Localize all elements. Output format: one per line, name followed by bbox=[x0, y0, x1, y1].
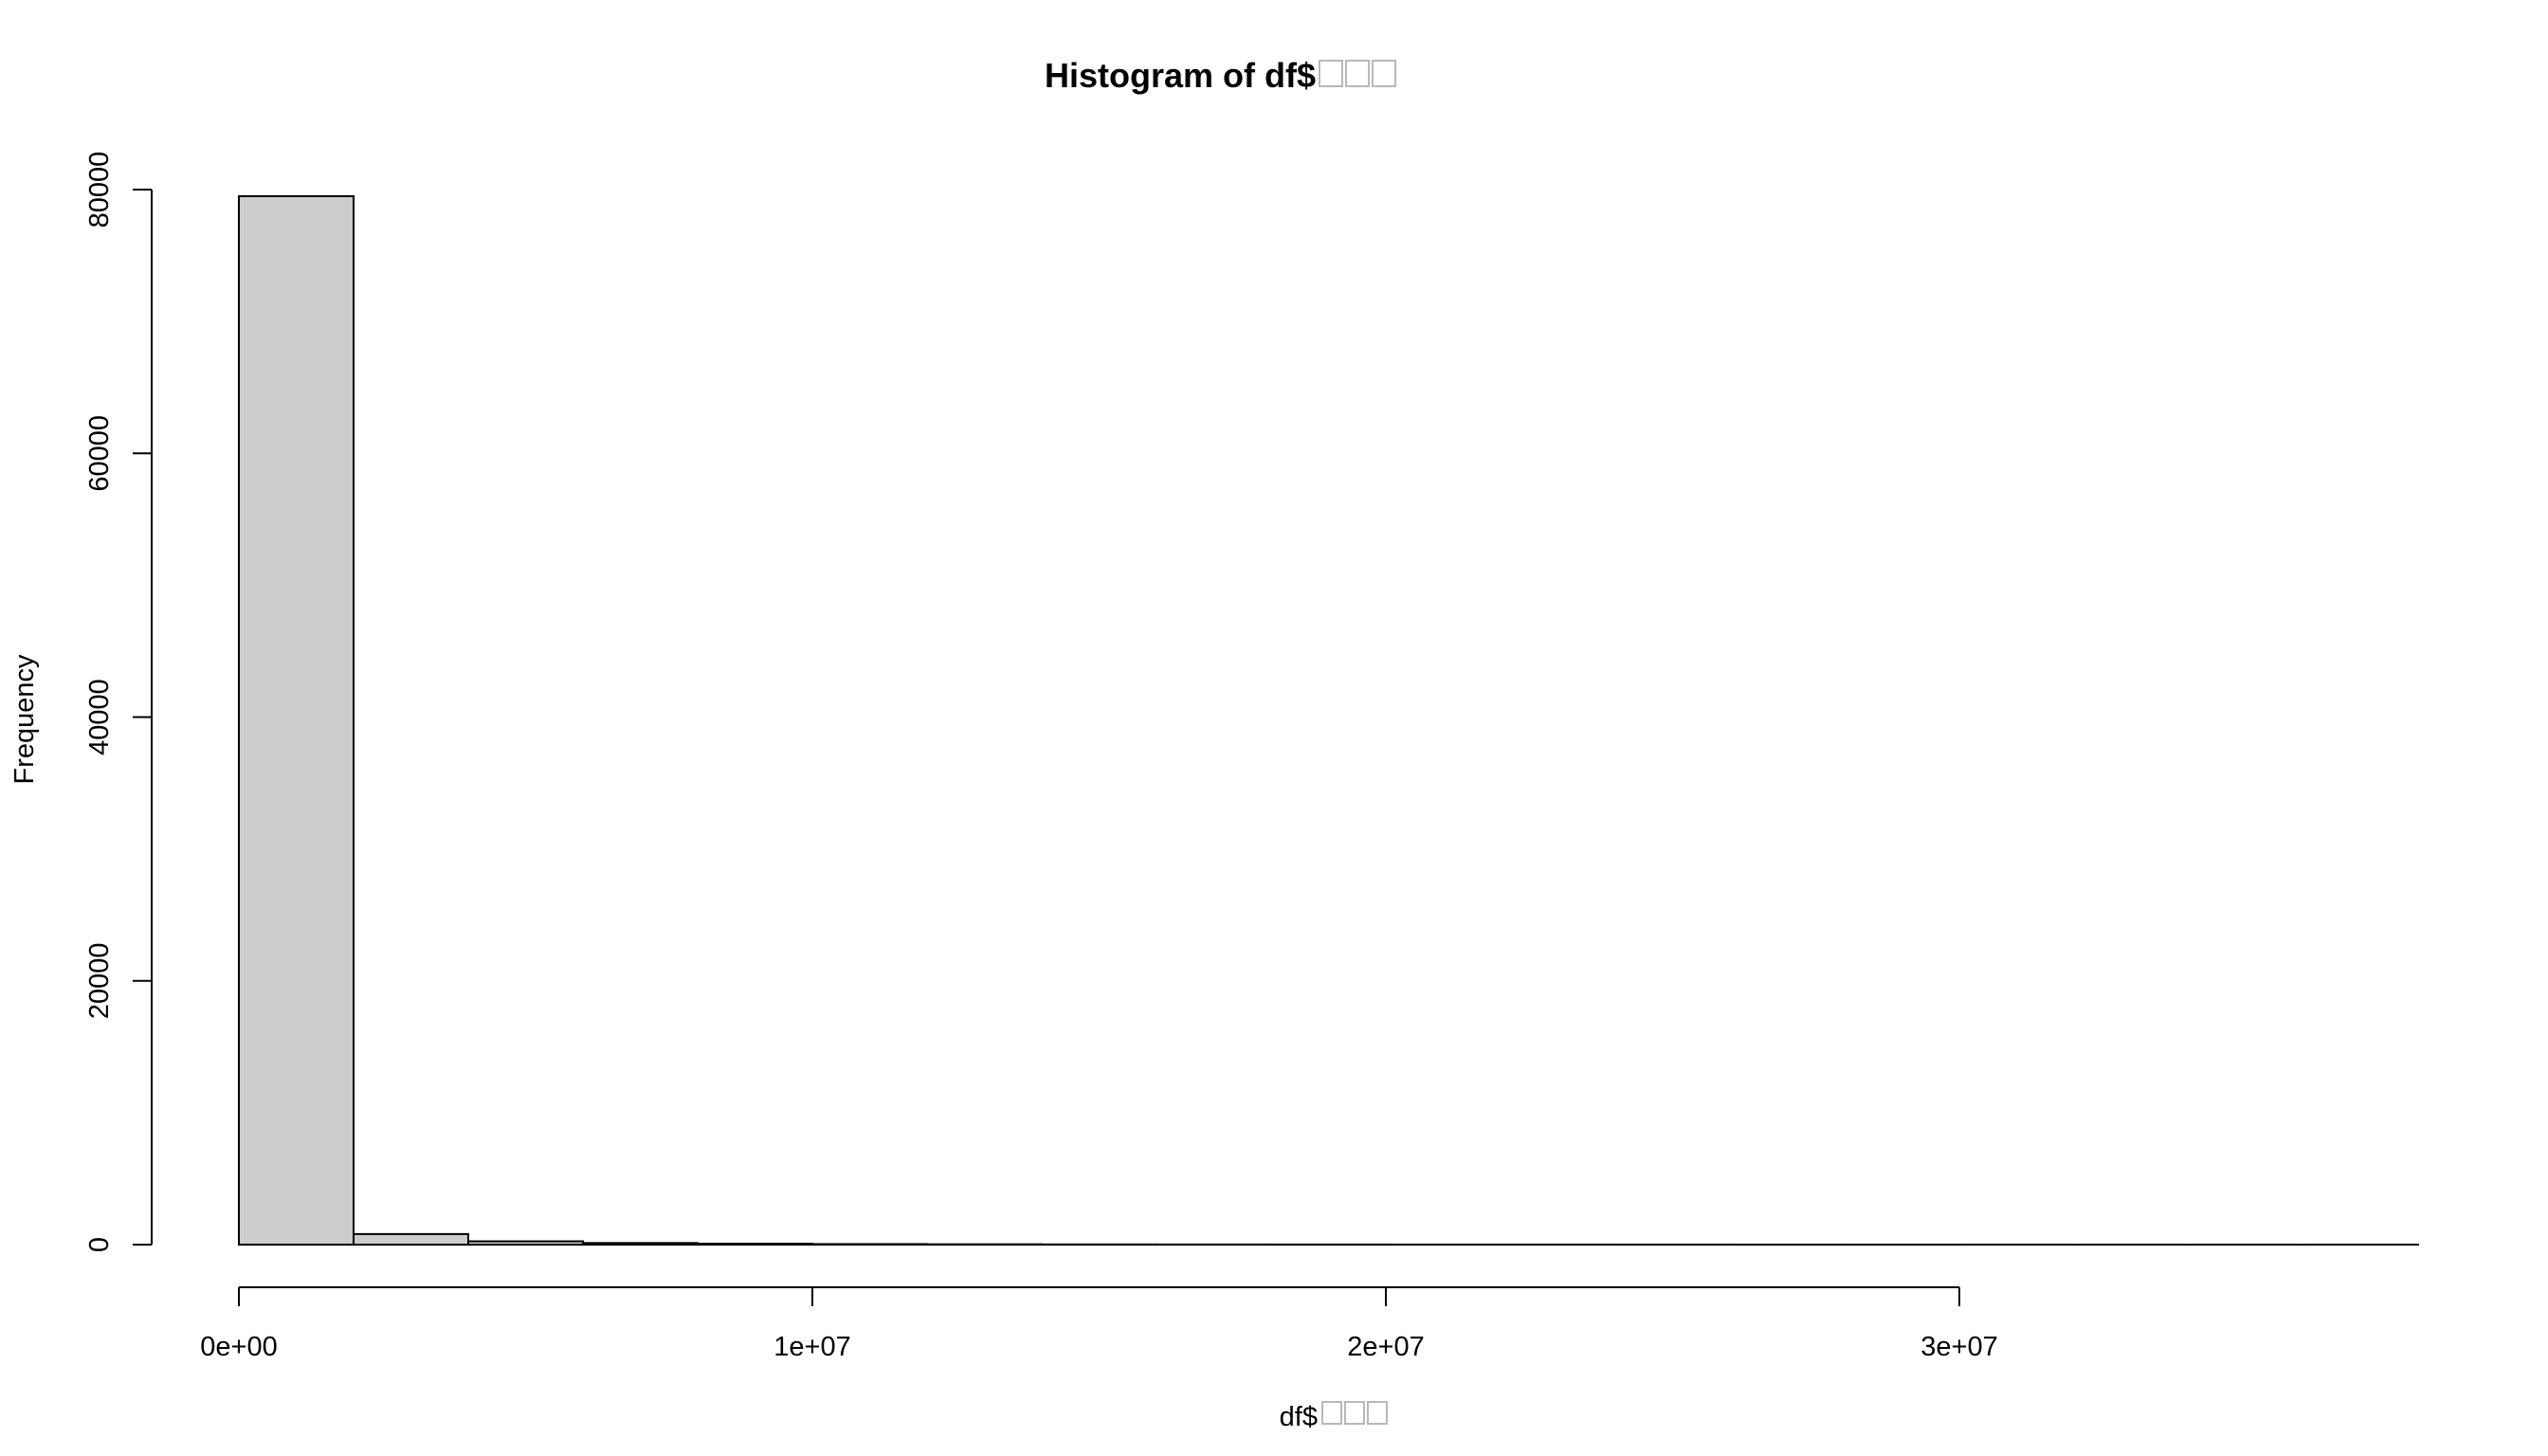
histogram-bars bbox=[238, 194, 2419, 1247]
x-tick-label-1: 1e+07 bbox=[774, 1332, 850, 1362]
histogram-bar-5 bbox=[811, 1243, 928, 1246]
missing-glyph-box bbox=[1372, 60, 1396, 87]
x-axis-label: df$ bbox=[1280, 1402, 1318, 1432]
y-tick-label-2: 40000 bbox=[84, 679, 115, 755]
y-axis: 0 20000 40000 60000 80000 bbox=[84, 152, 153, 1252]
missing-glyph-box bbox=[1345, 60, 1370, 87]
x-tick-label-0: 0e+00 bbox=[200, 1332, 277, 1362]
x-tick-label-2: 2e+07 bbox=[1347, 1332, 1424, 1362]
y-axis-label: Frequency bbox=[9, 654, 40, 785]
missing-glyph-box bbox=[1344, 1401, 1365, 1425]
histogram-bar-3 bbox=[582, 1242, 699, 1246]
y-tick-label-1: 20000 bbox=[84, 942, 115, 1019]
x-axis-label-group: df$ bbox=[1280, 1401, 1388, 1432]
histogram-bar-0 bbox=[238, 194, 355, 1246]
y-tick-label-0: 0 bbox=[84, 1237, 115, 1252]
y-tick-label-4: 80000 bbox=[84, 152, 115, 228]
histogram-bar-1 bbox=[353, 1232, 469, 1246]
histogram-bar-4 bbox=[697, 1243, 813, 1246]
x-tick-label-3: 3e+07 bbox=[1920, 1332, 1997, 1362]
chart-title-group: Histogram of df$ bbox=[1045, 56, 1396, 95]
x-axis: 0e+00 1e+07 2e+07 3e+07 bbox=[200, 1286, 1998, 1362]
missing-glyph-box bbox=[1321, 1401, 1342, 1425]
missing-glyph-boxes-title bbox=[1319, 60, 1396, 87]
missing-glyph-boxes-xlabel bbox=[1321, 1401, 1388, 1425]
histogram-bar-2 bbox=[467, 1240, 584, 1246]
missing-glyph-box bbox=[1367, 1401, 1388, 1425]
chart-title: Histogram of df$ bbox=[1045, 56, 1316, 95]
missing-glyph-box bbox=[1319, 60, 1343, 87]
y-tick-label-3: 60000 bbox=[84, 415, 115, 492]
